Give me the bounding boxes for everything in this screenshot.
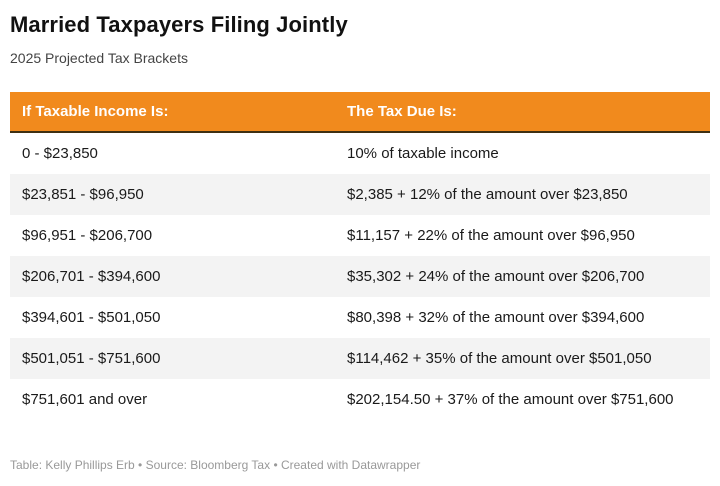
column-header-taxable-income: If Taxable Income Is:	[10, 92, 335, 133]
tax-due-cell: 10% of taxable income	[347, 145, 499, 162]
tax-due-cell: $114,462 + 35% of the amount over $501,0…	[347, 350, 652, 367]
attribution-footer: Table: Kelly Phillips Erb • Source: Bloo…	[10, 458, 421, 472]
table-row: $96,951 - $206,700 $11,157 + 22% of the …	[10, 215, 710, 256]
income-range-cell: $751,601 and over	[22, 391, 148, 408]
tax-due-cell: $80,398 + 32% of the amount over $394,60…	[347, 309, 645, 326]
tax-brackets-table: If Taxable Income Is: The Tax Due Is: 0 …	[10, 92, 710, 420]
page-title: Married Taxpayers Filing Jointly	[10, 12, 348, 37]
table-row: $751,601 and over $202,154.50 + 37% of t…	[10, 379, 710, 420]
table-row: $501,051 - $751,600 $114,462 + 35% of th…	[10, 338, 710, 379]
table-row: $394,601 - $501,050 $80,398 + 32% of the…	[10, 297, 710, 338]
tax-due-cell: $35,302 + 24% of the amount over $206,70…	[347, 268, 645, 285]
income-range-cell: $23,851 - $96,950	[22, 186, 144, 203]
table-row: 0 - $23,850 10% of taxable income	[10, 132, 710, 174]
column-header-tax-due: The Tax Due Is:	[335, 92, 710, 133]
table-row: $206,701 - $394,600 $35,302 + 24% of the…	[10, 256, 710, 297]
income-range-cell: $501,051 - $751,600	[22, 350, 161, 367]
page-subtitle: 2025 Projected Tax Brackets	[10, 50, 188, 66]
tax-due-cell: $2,385 + 12% of the amount over $23,850	[347, 186, 628, 203]
tax-due-cell: $11,157 + 22% of the amount over $96,950	[347, 227, 635, 244]
tax-due-cell: $202,154.50 + 37% of the amount over $75…	[347, 391, 674, 408]
income-range-cell: $394,601 - $501,050	[22, 309, 161, 326]
table-row: $23,851 - $96,950 $2,385 + 12% of the am…	[10, 174, 710, 215]
income-range-cell: $96,951 - $206,700	[22, 227, 153, 244]
card-content: Married Taxpayers Filing Jointly 2025 Pr…	[10, 12, 710, 420]
income-range-cell: $206,701 - $394,600	[22, 268, 161, 285]
income-range-cell: 0 - $23,850	[22, 145, 98, 162]
table-header-row: If Taxable Income Is: The Tax Due Is:	[10, 92, 710, 133]
